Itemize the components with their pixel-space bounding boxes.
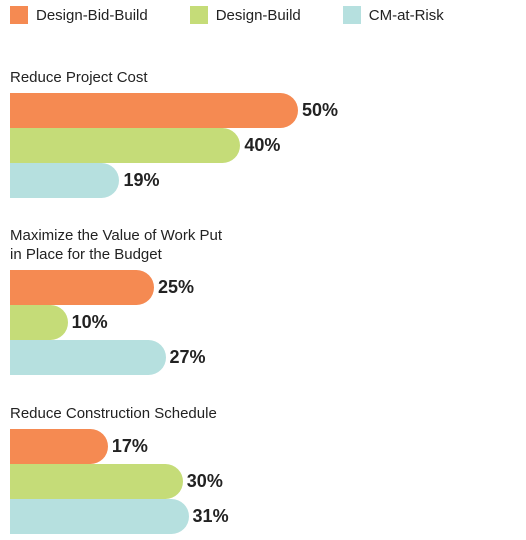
bar-row: 31% — [0, 499, 526, 534]
value-label: 25% — [158, 277, 195, 297]
legend-swatch — [342, 6, 361, 24]
bar — [10, 429, 108, 464]
bar-row: 50% — [0, 93, 526, 128]
legend-label: Design-Bid-Build — [36, 6, 148, 24]
legend-item: Design-Bid-Build — [10, 6, 148, 24]
legend-item: CM-at-Risk — [342, 6, 444, 24]
bar — [10, 128, 241, 163]
bar-row: 27% — [0, 340, 526, 375]
bar-row: 25% — [0, 270, 526, 305]
group-title: Reduce Project Cost — [10, 69, 148, 86]
legend-label: Design-Build — [215, 6, 301, 24]
bar-group: Maximize the Value of Work Put in Place … — [0, 226, 526, 375]
legend-swatch — [10, 6, 28, 24]
bar-row: 17% — [0, 429, 526, 464]
bar — [10, 270, 154, 305]
legend-swatch — [189, 6, 208, 24]
value-label: 19% — [123, 170, 160, 190]
bar-row: 40% — [0, 128, 526, 163]
bar — [10, 305, 68, 340]
value-label: 30% — [186, 471, 223, 491]
value-label: 50% — [302, 100, 339, 120]
bar — [10, 340, 166, 375]
bar-group: Reduce Construction Schedule 17% 30% 31% — [0, 404, 526, 534]
legend-item: Design-Build — [189, 6, 301, 24]
bar-row: 30% — [0, 464, 526, 499]
bar-row: 19% — [0, 163, 526, 198]
bar — [10, 163, 120, 198]
value-label: 10% — [71, 312, 108, 332]
bar — [10, 499, 189, 534]
value-label: 40% — [244, 135, 281, 155]
legend-label: CM-at-Risk — [368, 6, 444, 24]
legend: Design-Bid-Build Design-Build CM-at-Risk — [10, 6, 444, 24]
bar — [10, 464, 183, 499]
bar-row: 10% — [0, 305, 526, 340]
bar-group: Reduce Project Cost 50% 40% 19% — [0, 68, 526, 198]
bar — [10, 93, 298, 128]
group-title: Maximize the Value of Work Put in Place … — [10, 227, 223, 263]
value-label: 27% — [169, 347, 206, 367]
value-label: 31% — [192, 506, 229, 526]
value-label: 17% — [111, 436, 148, 456]
group-title: Reduce Construction Schedule — [10, 405, 217, 422]
